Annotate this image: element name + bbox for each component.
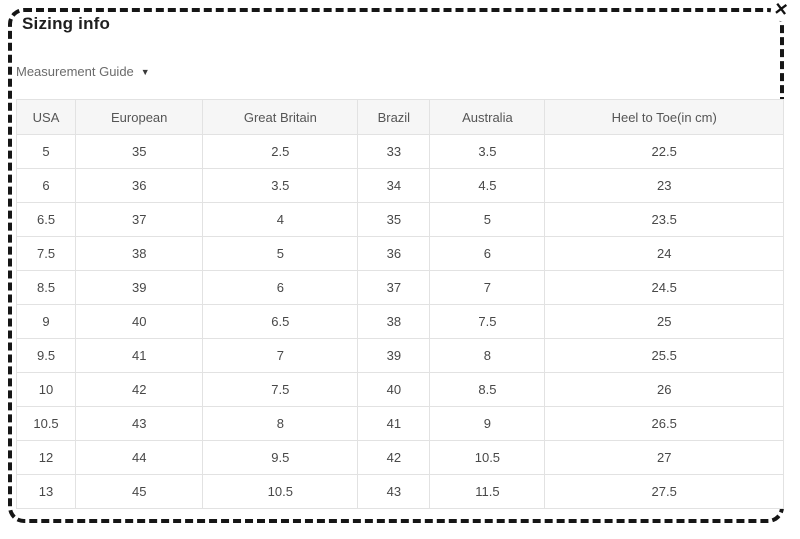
table-cell: 27 bbox=[544, 440, 784, 475]
table-cell: 43 bbox=[357, 474, 431, 509]
table-cell: 37 bbox=[357, 270, 431, 305]
table-row: 5 35 2.5 33 3.5 22.5 bbox=[15, 134, 784, 169]
table-cell: 40 bbox=[75, 304, 204, 339]
table-cell: 37 bbox=[75, 202, 204, 237]
table-cell: 43 bbox=[75, 406, 204, 441]
table-row: 6.5 37 4 35 5 23.5 bbox=[15, 202, 784, 237]
table-cell: 10.5 bbox=[15, 406, 77, 441]
table-cell: 35 bbox=[75, 134, 204, 169]
table-cell: 25.5 bbox=[544, 338, 784, 373]
table-cell: 10.5 bbox=[429, 440, 546, 475]
table-cell: 33 bbox=[357, 134, 431, 169]
table-cell: 6 bbox=[202, 270, 359, 305]
table-cell: 39 bbox=[357, 338, 431, 373]
table-row: 10.5 43 8 41 9 26.5 bbox=[15, 406, 784, 441]
table-row: 8.5 39 6 37 7 24.5 bbox=[15, 270, 784, 305]
table-cell: 42 bbox=[75, 372, 204, 407]
table-cell: 36 bbox=[75, 168, 204, 203]
table-cell: 7 bbox=[429, 270, 546, 305]
column-header: Heel to Toe(in cm) bbox=[544, 99, 784, 135]
column-header: Great Britain bbox=[202, 99, 359, 135]
table-row: 7.5 38 5 36 6 24 bbox=[15, 236, 784, 271]
table-cell: 41 bbox=[357, 406, 431, 441]
table-cell: 12 bbox=[15, 440, 77, 475]
table-cell: 27.5 bbox=[544, 474, 784, 509]
table-cell: 6.5 bbox=[202, 304, 359, 339]
table-cell: 39 bbox=[75, 270, 204, 305]
table-cell: 44 bbox=[75, 440, 204, 475]
table-cell: 8.5 bbox=[429, 372, 546, 407]
table-cell: 8.5 bbox=[15, 270, 77, 305]
close-icon[interactable]: ✕ bbox=[769, 0, 793, 23]
table-cell: 35 bbox=[357, 202, 431, 237]
table-cell: 6.5 bbox=[15, 202, 77, 237]
sizing-table: USA European Great Britain Brazil Australia H… bbox=[15, 99, 784, 509]
table-cell: 24.5 bbox=[544, 270, 784, 305]
table-cell: 13 bbox=[15, 474, 77, 509]
table-cell: 23 bbox=[544, 168, 784, 203]
table-cell: 36 bbox=[357, 236, 431, 271]
table-row: 6 36 3.5 34 4.5 23 bbox=[15, 168, 784, 203]
table-cell: 10.5 bbox=[202, 474, 359, 509]
table-cell: 42 bbox=[357, 440, 431, 475]
table-cell: 34 bbox=[357, 168, 431, 203]
table-cell: 40 bbox=[357, 372, 431, 407]
table-cell: 9.5 bbox=[202, 440, 359, 475]
table-cell: 3.5 bbox=[202, 168, 359, 203]
table-cell: 41 bbox=[75, 338, 204, 373]
table-cell: 26.5 bbox=[544, 406, 784, 441]
table-row: 12 44 9.5 42 10.5 27 bbox=[15, 440, 784, 475]
table-cell: 38 bbox=[75, 236, 204, 271]
table-row: 9.5 41 7 39 8 25.5 bbox=[15, 338, 784, 373]
sizing-table-body: 5 35 2.5 33 3.5 22.5 6 36 3.5 34 4.5 23 6.5 37 4 35 5 23.… bbox=[15, 134, 784, 509]
table-cell: 6 bbox=[429, 236, 546, 271]
table-row: 10 42 7.5 40 8.5 26 bbox=[15, 372, 784, 407]
table-cell: 2.5 bbox=[202, 134, 359, 169]
table-cell: 8 bbox=[202, 406, 359, 441]
table-cell: 5 bbox=[429, 202, 546, 237]
column-header: Australia bbox=[429, 99, 546, 135]
table-cell: 4 bbox=[202, 202, 359, 237]
measurement-guide-label: Measurement Guide bbox=[16, 64, 134, 79]
table-cell: 6 bbox=[15, 168, 77, 203]
table-cell: 10 bbox=[15, 372, 77, 407]
chevron-down-icon: ▼ bbox=[140, 67, 150, 77]
table-cell: 25 bbox=[544, 304, 784, 339]
dialog-title: Sizing info bbox=[22, 14, 111, 33]
column-header: Brazil bbox=[357, 99, 431, 135]
table-cell: 24 bbox=[544, 236, 784, 271]
table-cell: 7.5 bbox=[429, 304, 546, 339]
measurement-guide-dropdown[interactable]: Measurement Guide ▼ bbox=[16, 64, 150, 79]
table-cell: 7.5 bbox=[15, 236, 77, 271]
table-cell: 8 bbox=[429, 338, 546, 373]
table-cell: 5 bbox=[202, 236, 359, 271]
table-cell: 23.5 bbox=[544, 202, 784, 237]
header-row: USA European Great Britain Brazil Australia H… bbox=[15, 99, 784, 135]
table-cell: 7 bbox=[202, 338, 359, 373]
table-row: 13 45 10.5 43 11.5 27.5 bbox=[15, 474, 784, 509]
sizing-table-header: USA European Great Britain Brazil Australia H… bbox=[15, 99, 784, 135]
table-cell: 5 bbox=[15, 134, 77, 169]
table-cell: 3.5 bbox=[429, 134, 546, 169]
table-cell: 26 bbox=[544, 372, 784, 407]
table-cell: 9.5 bbox=[15, 338, 77, 373]
table-cell: 7.5 bbox=[202, 372, 359, 407]
table-row: 9 40 6.5 38 7.5 25 bbox=[15, 304, 784, 339]
table-cell: 11.5 bbox=[429, 474, 546, 509]
table-cell: 22.5 bbox=[544, 134, 784, 169]
table-cell: 9 bbox=[15, 304, 77, 339]
column-header: USA bbox=[15, 99, 77, 135]
table-cell: 4.5 bbox=[429, 168, 546, 203]
table-cell: 45 bbox=[75, 474, 204, 509]
table-cell: 9 bbox=[429, 406, 546, 441]
column-header: European bbox=[75, 99, 204, 135]
table-cell: 38 bbox=[357, 304, 431, 339]
